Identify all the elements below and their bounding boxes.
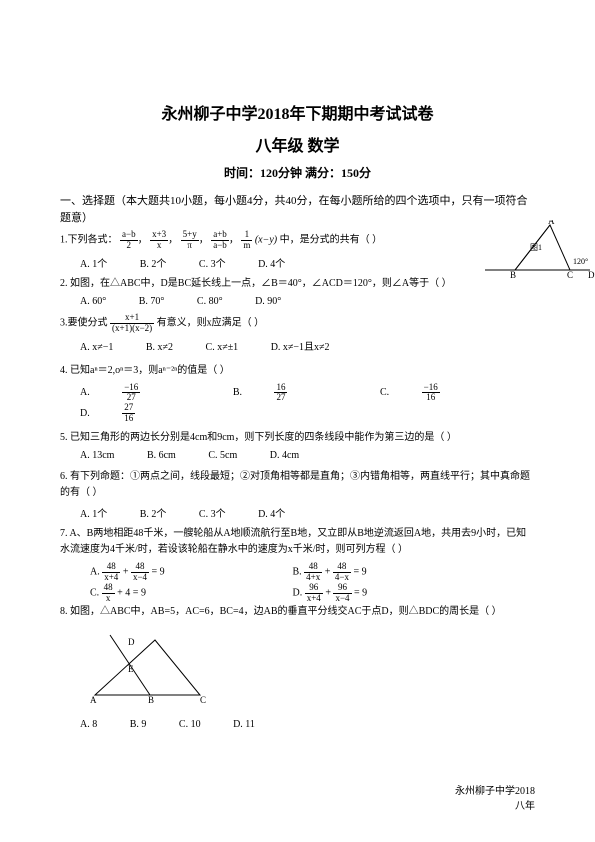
svg-text:D: D — [588, 270, 595, 280]
q7-options: A. 48x+4 + 48x−4 = 9 B. 484+x + 484−x = … — [90, 562, 535, 583]
svg-text:B: B — [148, 695, 154, 705]
svg-text:E: E — [128, 664, 134, 674]
time-score: 时间：120分钟 满分：150分 — [60, 164, 535, 181]
q1-text: 1.下列各式： — [60, 235, 118, 246]
triangle-figure: A B C D 120° 图1 — [475, 220, 595, 280]
q6-options: A. 1个 B. 2个 C. 3个 D. 4个 — [80, 505, 535, 520]
page-footer: 永州柳子中学2018 八年 — [455, 782, 535, 812]
exam-title: 永州柳子中学2018年下期期中考试试卷 — [60, 100, 535, 124]
q7: 7. A、B两地相距48千米，一艘轮船从A地顺流航行至B地，又立即从B地逆流返回… — [60, 526, 535, 558]
q2-options: A. 60° B. 70° C. 80° D. 90° — [80, 296, 535, 307]
q8: 8. 如图，△ABC中，AB=5，AC=6，BC=4，边AB的垂直平分线交AC于… — [60, 604, 535, 620]
svg-text:图1: 图1 — [530, 243, 542, 252]
svg-text:C: C — [567, 270, 573, 280]
q6: 6. 有下列命题：①两点之间，线段最短；②对顶角相等都是直角；③内错角相等，两直… — [60, 469, 535, 501]
svg-text:C: C — [200, 695, 206, 705]
q8-options: A. 8 B. 9 C. 10 D. 11 — [80, 719, 535, 730]
svg-text:A: A — [548, 220, 555, 226]
q8-figure: A B C D E — [80, 630, 220, 710]
svg-text:B: B — [510, 270, 516, 280]
svg-text:120°: 120° — [573, 257, 588, 266]
q1-tail: 中，是分式的共有（ ） — [280, 235, 383, 246]
q3: 3.要使分式 x+1(x+1)(x−2) 有意义，则x应满足（ ） — [60, 313, 535, 334]
q3-options: A. x≠−1 B. x≠2 C. x≠±1 D. x≠−1且x≠2 — [80, 338, 535, 353]
exam-sub-title: 八年级 数学 — [60, 132, 535, 156]
q5: 5. 已知三角形的两边长分别是4cm和9cm，则下列长度的四条线段中能作为第三边… — [60, 430, 535, 446]
svg-text:A: A — [90, 695, 97, 705]
section1-heading: 一、选择题（本大题共10小题，每小题4分，共40分，在每小题所给的四个选项中，只… — [60, 193, 535, 226]
q4-options: A. −1627 B. 1627 C. −1616 D. 2716 — [80, 383, 535, 425]
q7-options-2: C. 48x + 4 = 9 D. 96x+4 + 96x−4 = 9 — [90, 583, 535, 604]
q5-options: A. 13cm B. 6cm C. 5cm D. 4cm — [80, 450, 535, 461]
q1: 1.下列各式： a−b2， x+3x， 5+yπ， a+ba−b， 1m (x−… — [60, 230, 535, 251]
q4: 4. 已知aⁿ＝2,oⁿ＝3，则aⁿ⁻²ⁿ的值是（ ） — [60, 363, 535, 379]
q1-options: A. 1个 B. 2个 C. 3个 D. 4个 — [80, 255, 535, 270]
q2: 2. 如图，在△ABC中，D是BC延长线上一点，∠B＝40°，∠ACD＝120°… — [60, 276, 535, 292]
svg-text:D: D — [128, 637, 135, 647]
